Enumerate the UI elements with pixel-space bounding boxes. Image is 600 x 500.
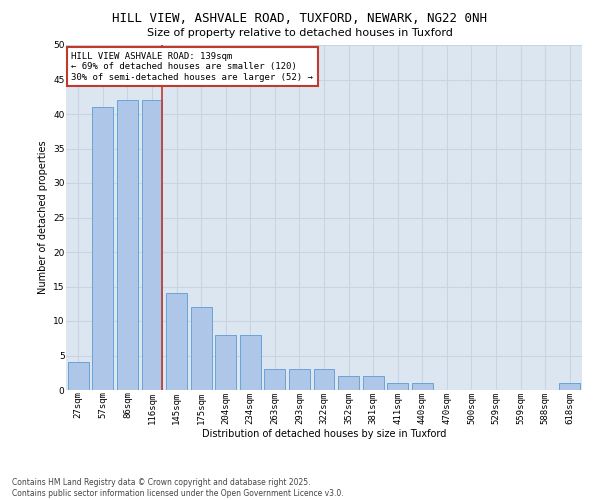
Bar <box>338 376 359 390</box>
Bar <box>265 370 286 390</box>
Bar <box>412 383 433 390</box>
Bar <box>117 100 138 390</box>
Bar <box>68 362 89 390</box>
Bar <box>314 370 334 390</box>
Bar <box>240 335 261 390</box>
Y-axis label: Number of detached properties: Number of detached properties <box>38 140 47 294</box>
Bar <box>559 383 580 390</box>
Bar <box>215 335 236 390</box>
Text: Contains HM Land Registry data © Crown copyright and database right 2025.
Contai: Contains HM Land Registry data © Crown c… <box>12 478 344 498</box>
Bar <box>191 307 212 390</box>
Bar <box>362 376 383 390</box>
Bar <box>166 294 187 390</box>
Bar <box>92 107 113 390</box>
Text: HILL VIEW ASHVALE ROAD: 139sqm
← 69% of detached houses are smaller (120)
30% of: HILL VIEW ASHVALE ROAD: 139sqm ← 69% of … <box>71 52 313 82</box>
X-axis label: Distribution of detached houses by size in Tuxford: Distribution of detached houses by size … <box>202 429 446 439</box>
Text: Size of property relative to detached houses in Tuxford: Size of property relative to detached ho… <box>147 28 453 38</box>
Bar <box>142 100 163 390</box>
Bar <box>289 370 310 390</box>
Bar <box>387 383 408 390</box>
Text: HILL VIEW, ASHVALE ROAD, TUXFORD, NEWARK, NG22 0NH: HILL VIEW, ASHVALE ROAD, TUXFORD, NEWARK… <box>113 12 487 26</box>
